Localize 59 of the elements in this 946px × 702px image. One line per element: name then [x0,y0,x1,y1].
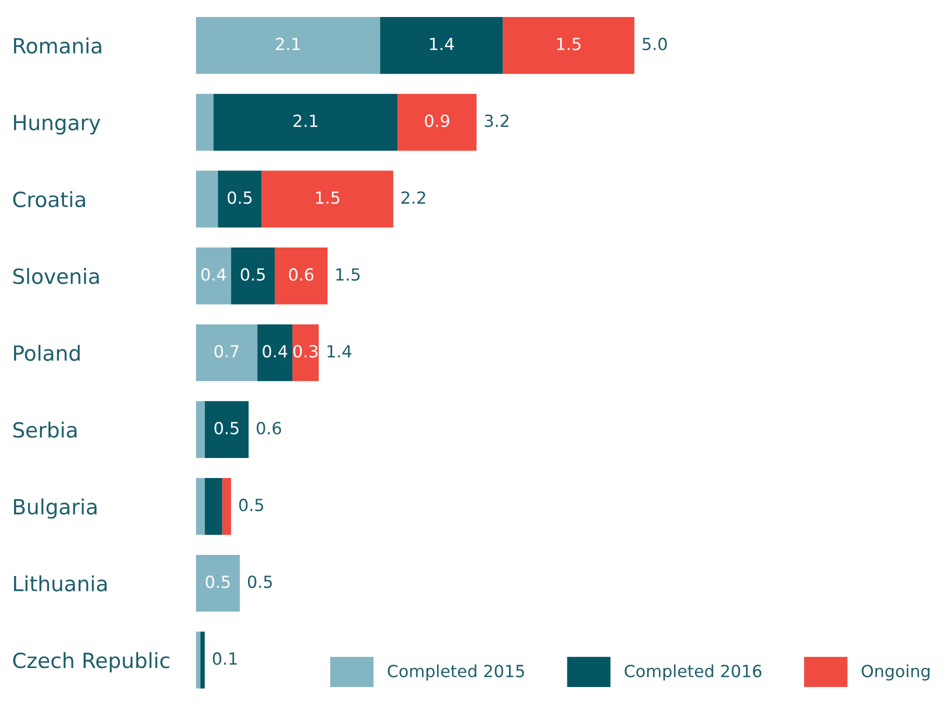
data-label: 1.4 [430,38,454,50]
bar [200,632,205,688]
bar [262,170,394,228]
bar [204,401,249,458]
bar [196,248,232,304]
data-label: 1.5 [316,192,340,204]
bar [214,94,398,151]
data-label: 2.1 [276,38,300,50]
bar [502,17,634,74]
y-tick-label: Romania [14,38,102,54]
bar [196,324,258,382]
y-tick-label: Hungary [14,114,100,135]
total-label: 0.5 [239,498,264,512]
data-label: 2.1 [294,114,318,127]
y-tick-label: Serbia [13,422,76,438]
y-tick-label: Czech Republic [13,652,170,672]
total-label: 2.2 [402,191,426,204]
bar [218,170,262,228]
legend-label: Ongoing [862,664,930,681]
legend-label: Completed 2015 [388,664,524,681]
bar [231,248,275,304]
data-label: 0.7 [214,344,239,358]
bar [196,17,380,74]
bar [196,632,200,688]
total-label: 0.5 [248,575,272,588]
total-label: 1.4 [328,345,352,358]
total-label: 5.0 [642,38,667,50]
data-label: 1.5 [557,38,580,50]
bar [380,17,503,74]
data-label: 0.4 [201,268,226,281]
y-tick-label: Bulgaria [14,498,97,519]
bar [196,554,240,612]
bar [398,94,477,151]
bar [204,478,222,535]
bar [196,94,214,151]
legend-label: Completed 2016 [624,664,762,681]
total-label: 3.2 [484,114,508,128]
bar [257,324,292,382]
bar [274,248,328,304]
bar [292,324,319,382]
bar [222,478,232,535]
data-label: 0.5 [228,191,252,204]
y-tick-label: Poland [14,344,80,361]
bar [196,478,205,535]
data-label: 0.9 [424,114,450,128]
data-label: 0.3 [293,344,318,358]
total-label: 0.6 [256,422,282,434]
data-label: 0.5 [214,422,238,434]
bar [196,170,218,228]
data-label: 0.5 [240,268,265,281]
bar [196,401,205,458]
data-label: 0.4 [262,344,288,358]
y-tick-label: Slovenia [13,268,99,284]
y-tick-label: Lithuania [14,575,107,592]
total-label: 0.1 [212,652,237,665]
total-label: 1.5 [336,268,360,281]
data-label: 0.5 [206,575,230,588]
data-label: 0.6 [289,268,314,281]
y-tick-label: Croatia [13,191,85,208]
